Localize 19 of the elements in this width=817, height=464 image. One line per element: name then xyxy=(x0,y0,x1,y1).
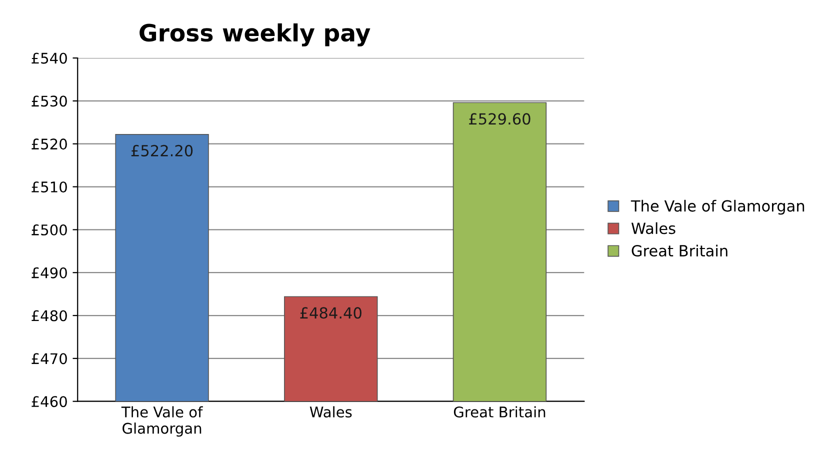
data-label: £529.60 xyxy=(469,113,530,125)
y-tick-label: £510 xyxy=(32,181,67,193)
legend-label: Wales xyxy=(631,222,676,234)
y-tick-label: £480 xyxy=(32,310,67,322)
x-tick-label: The Vale of Glamorgan xyxy=(121,406,203,437)
y-tick-label: £530 xyxy=(32,96,67,107)
legend-label: The Vale of Glamorgan xyxy=(630,200,804,215)
data-label: £522.20 xyxy=(131,144,193,156)
y-tick-label: £470 xyxy=(32,353,67,364)
chart-title: Gross weekly pay xyxy=(140,23,370,46)
y-tick-label: £520 xyxy=(32,138,67,150)
data-label: £484.40 xyxy=(300,307,362,319)
y-tick-label: £540 xyxy=(32,52,67,64)
x-tick-label: Wales xyxy=(310,406,352,418)
y-tick-label: £500 xyxy=(32,224,67,236)
x-tick-label: Great Britain xyxy=(454,406,546,418)
y-tick-label: £460 xyxy=(32,396,67,408)
y-tick-label: £490 xyxy=(32,267,67,278)
legend-label: Great Britain xyxy=(632,244,728,257)
